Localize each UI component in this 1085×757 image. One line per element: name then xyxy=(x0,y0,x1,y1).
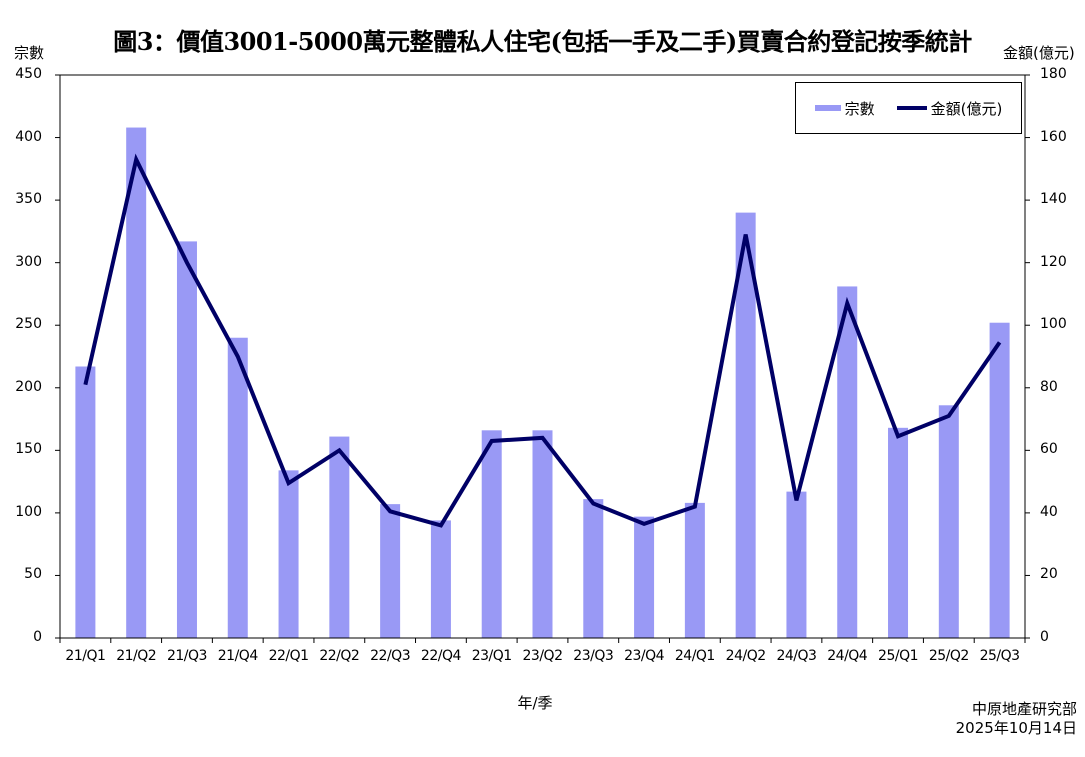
x-tick-label: 22/Q3 xyxy=(370,648,411,664)
bar xyxy=(430,520,451,638)
x-tick-label: 23/Q3 xyxy=(573,648,614,664)
bar xyxy=(380,504,401,638)
bar xyxy=(532,430,553,638)
bar xyxy=(126,127,147,639)
chart-title: 圖3：價值3001-5000萬元整體私人住宅(包括一手及二手)買賣合約登記按季統… xyxy=(113,27,972,56)
source-note: 中原地產研究部 2025年10月14日 xyxy=(955,700,1077,737)
x-tick-label: 23/Q4 xyxy=(624,648,665,664)
bar xyxy=(329,436,350,638)
x-tick-label: 25/Q1 xyxy=(878,648,918,664)
x-tick-label: 24/Q1 xyxy=(674,648,715,664)
bar xyxy=(786,491,807,638)
y2-tick-label: 20 xyxy=(1040,566,1058,583)
bar-swatch-icon xyxy=(814,105,841,111)
bar xyxy=(227,337,248,638)
x-tick-label: 24/Q4 xyxy=(827,648,868,664)
y-tick-label: 0 xyxy=(33,629,42,645)
tick-marks xyxy=(55,74,1030,643)
bar xyxy=(684,502,705,638)
y-tick-label: 400 xyxy=(15,128,42,145)
y2-tick-label: 60 xyxy=(1040,441,1058,458)
bar xyxy=(75,366,96,638)
y-tick-label: 150 xyxy=(15,441,42,458)
y-tick-label: 450 xyxy=(15,66,42,82)
bar xyxy=(176,241,197,639)
bar xyxy=(989,322,1010,638)
line-series xyxy=(83,153,1002,528)
x-tick-label: 23/Q1 xyxy=(471,648,512,664)
y-tick-label: 250 xyxy=(15,316,42,333)
bar xyxy=(481,430,502,638)
x-tick-label: 21/Q3 xyxy=(166,648,207,664)
x-tick-label: 22/Q4 xyxy=(420,648,461,664)
y-tick-label: 50 xyxy=(24,566,42,583)
y2-tick-label: 80 xyxy=(1040,378,1058,395)
y-tick-label: 100 xyxy=(15,503,42,520)
x-tick-label: 22/Q2 xyxy=(319,648,360,664)
left-axis-title: 宗數 xyxy=(14,44,45,62)
x-tick-label: 21/Q4 xyxy=(217,648,258,664)
y-tick-label: 300 xyxy=(15,253,42,270)
x-tick-label: 23/Q2 xyxy=(522,648,563,664)
legend-item-amount: 金額(億元) xyxy=(896,98,1002,119)
bar-series xyxy=(75,127,1010,639)
x-tick-label: 22/Q1 xyxy=(268,648,309,664)
y2-tick-label: 100 xyxy=(1040,316,1067,333)
y2-tick-label: 120 xyxy=(1040,253,1067,270)
x-tick-label: 21/Q1 xyxy=(65,648,106,664)
y2-tick-label: 0 xyxy=(1040,629,1049,645)
y2-tick-label: 140 xyxy=(1040,191,1067,208)
x-axis-title: 年/季 xyxy=(517,694,553,712)
x-tick-label: 21/Q2 xyxy=(116,648,157,664)
y-tick-label: 200 xyxy=(15,378,42,395)
y2-tick-label: 40 xyxy=(1040,503,1058,520)
bar xyxy=(634,516,655,638)
x-tick-label: 24/Q2 xyxy=(725,648,766,664)
legend: 宗數 金額(億元) xyxy=(795,82,1022,134)
x-tick-label: 25/Q3 xyxy=(979,648,1020,664)
x-tick-label: 25/Q2 xyxy=(928,648,969,664)
bar xyxy=(278,470,299,638)
right-axis-title: 金額(億元) xyxy=(1003,44,1075,62)
y-tick-label: 350 xyxy=(15,191,42,208)
bar xyxy=(735,212,756,638)
x-tick-label: 24/Q3 xyxy=(776,648,817,664)
plot-frame xyxy=(59,74,1026,639)
line-swatch-icon xyxy=(896,106,927,110)
y2-tick-label: 160 xyxy=(1040,128,1067,145)
bar xyxy=(888,427,909,638)
bar xyxy=(837,286,858,638)
bar xyxy=(938,405,959,638)
bar xyxy=(583,499,604,638)
y2-tick-label: 180 xyxy=(1040,66,1067,82)
legend-item-count: 宗數 xyxy=(814,98,875,119)
